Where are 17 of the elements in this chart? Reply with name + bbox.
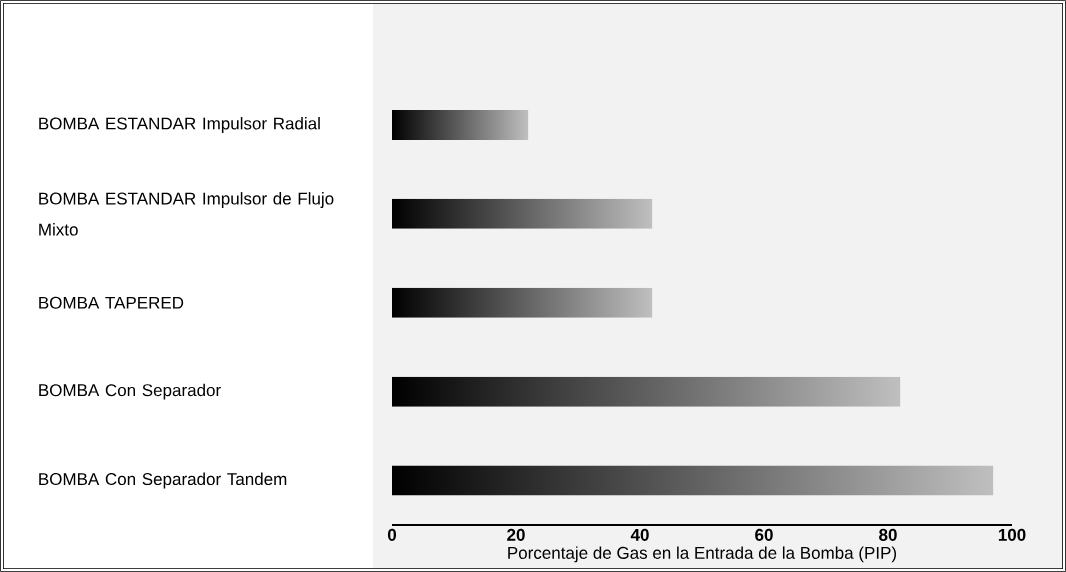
y-tick-label: BOMBA TAPERED — [39, 296, 184, 309]
x-tick-label: 40 — [630, 528, 649, 541]
x-tick-label: 100 — [998, 528, 1026, 541]
bar — [392, 109, 529, 140]
bar — [392, 465, 994, 496]
x-axis-title: Porcentaje de Gas en la Entrada de la Bomba (PIP) — [508, 546, 897, 563]
x-tick-label: 20 — [507, 528, 525, 541]
x-tick-label: 80 — [879, 528, 897, 541]
bar — [392, 376, 901, 407]
y-tick-label: BOMBA ESTANDAR Impulsor Radial — [39, 117, 320, 133]
y-tick-label: BOMBA ESTANDAR Impulsor de Flujo Mixto — [39, 192, 334, 236]
y-tick-label: BOMBA Con Separador Tandem — [39, 472, 287, 489]
x-tick-label: 60 — [755, 528, 773, 541]
bar — [392, 198, 653, 229]
bar — [392, 287, 653, 318]
y-tick-label: BOMBA Con Separador — [39, 383, 221, 400]
x-tick-label: 0 — [387, 528, 397, 541]
